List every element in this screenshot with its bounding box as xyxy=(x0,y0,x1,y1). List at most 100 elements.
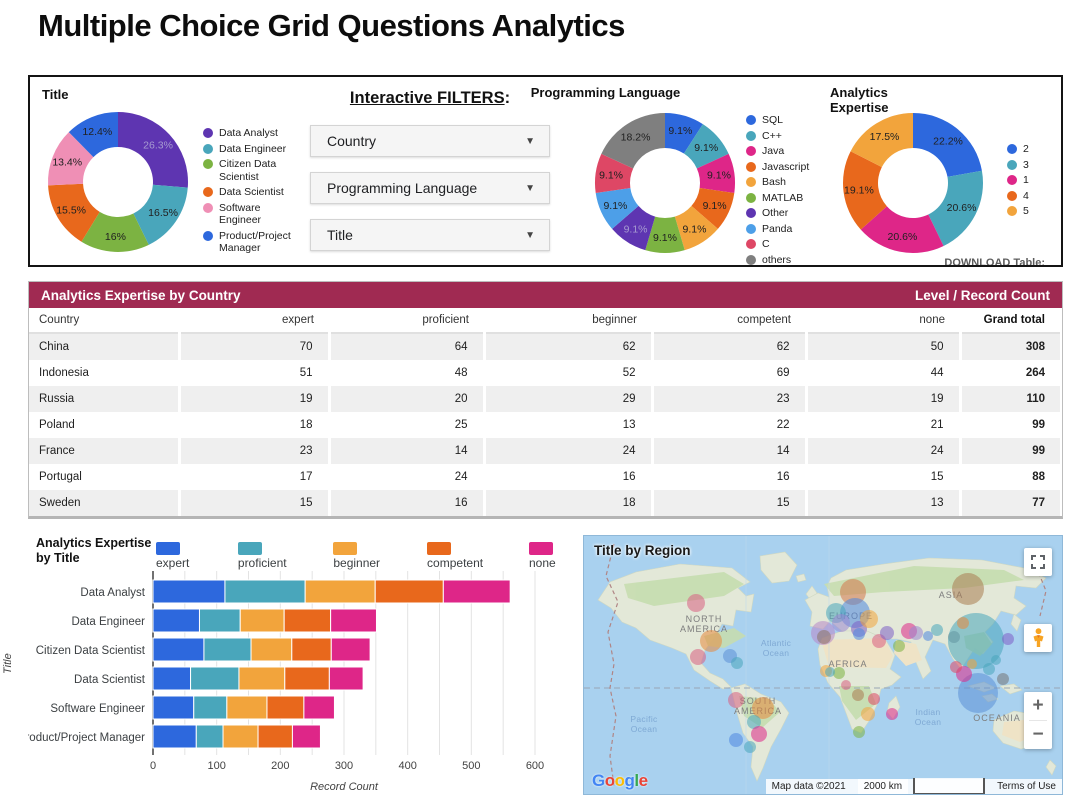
donut-slice-Javascript[interactable] xyxy=(691,187,735,229)
map-bubble[interactable] xyxy=(729,733,743,747)
map-bubble[interactable] xyxy=(832,614,850,632)
bar-segment-proficient[interactable] xyxy=(190,666,240,691)
donut-slice-Bash[interactable] xyxy=(674,205,718,251)
map-bubble[interactable] xyxy=(751,726,767,742)
map-bubble[interactable] xyxy=(825,667,835,677)
analytics-expertise-donut-chart[interactable]: 22.2% 20.6% 20.6% 19.1% 17.5% xyxy=(838,108,988,258)
bar-segment-competent[interactable] xyxy=(283,608,332,633)
donut-slice-1[interactable] xyxy=(860,206,944,253)
column-header-beginner[interactable]: beginner xyxy=(484,308,652,334)
country-filter-dropdown[interactable]: Country ▼ xyxy=(310,125,550,157)
map-bubble[interactable] xyxy=(957,617,969,629)
donut-slice-5[interactable] xyxy=(850,113,913,168)
bar-segment-competent[interactable] xyxy=(291,637,332,662)
donut-slice-Java[interactable] xyxy=(696,153,735,193)
bar-segment-proficient[interactable] xyxy=(203,637,252,662)
zoom-in-button[interactable]: + xyxy=(1032,695,1044,716)
zoom-out-button[interactable]: − xyxy=(1032,724,1044,745)
map-bubble[interactable] xyxy=(852,689,864,701)
map-bubble[interactable] xyxy=(997,673,1009,685)
title-donut-chart[interactable]: 26.3% 16.5% 16% 15.5% 13.4% 12.4% xyxy=(43,107,193,257)
map-bubble[interactable] xyxy=(833,667,845,679)
bar-segment-proficient[interactable] xyxy=(193,695,228,720)
donut-slice-MATLAB[interactable] xyxy=(645,216,685,253)
bar-segment-beginner[interactable] xyxy=(222,724,259,749)
map-bubble[interactable] xyxy=(931,624,943,636)
fullscreen-button[interactable] xyxy=(1024,548,1052,576)
donut-slice-Product/Project Manager[interactable] xyxy=(68,112,118,158)
bar-segment-beginner[interactable] xyxy=(250,637,293,662)
map-bubble[interactable] xyxy=(841,680,851,690)
donut-slice-2[interactable] xyxy=(913,113,982,177)
column-header-Grand total[interactable]: Grand total xyxy=(960,308,1060,334)
column-header-expert[interactable]: expert xyxy=(179,308,329,334)
map-bubble[interactable] xyxy=(731,657,743,669)
bar-segment-expert[interactable] xyxy=(152,579,226,604)
bar-segment-none[interactable] xyxy=(330,637,371,662)
map-bubble[interactable] xyxy=(728,692,744,708)
map-bubble[interactable] xyxy=(952,573,984,605)
bar-segment-none[interactable] xyxy=(291,724,321,749)
donut-slice-others[interactable] xyxy=(601,113,665,169)
bar-segment-none[interactable] xyxy=(303,695,335,720)
map-bubble[interactable] xyxy=(868,693,880,705)
title-by-region-map[interactable]: NORTHAMERICASOUTHAMERICAEUROPEAFRICAASIA… xyxy=(584,536,1062,794)
map-bubble[interactable] xyxy=(991,655,1001,665)
bar-segment-none[interactable] xyxy=(330,608,377,633)
expertise-by-title-bar-chart[interactable]: Data Analyst Data Engineer Citizen Data Sc… xyxy=(28,569,580,803)
bar-segment-competent[interactable] xyxy=(374,579,444,604)
map-bubble[interactable] xyxy=(687,594,705,612)
donut-slice-C++[interactable] xyxy=(683,124,729,169)
map-bubbles[interactable] xyxy=(687,573,1014,753)
map-bubble[interactable] xyxy=(817,630,831,644)
map-bubble[interactable] xyxy=(744,741,756,753)
bar-segment-beginner[interactable] xyxy=(238,666,286,691)
map-bubble[interactable] xyxy=(861,707,875,721)
title-filter-dropdown[interactable]: Title ▼ xyxy=(310,219,550,251)
map-bubble[interactable] xyxy=(893,640,905,652)
terms-of-use-link[interactable]: Terms of Use xyxy=(991,779,1062,794)
map-bubble[interactable] xyxy=(700,630,722,652)
bar-segment-proficient[interactable] xyxy=(198,608,241,633)
map-bubble[interactable] xyxy=(853,726,865,738)
donut-slice-SQL[interactable] xyxy=(665,113,703,154)
donut-slice-4[interactable] xyxy=(843,151,887,230)
map-bubble[interactable] xyxy=(840,579,866,605)
bar-segment-none[interactable] xyxy=(328,666,364,691)
bar-segment-competent[interactable] xyxy=(284,666,330,691)
bar-segment-none[interactable] xyxy=(442,579,511,604)
donut-slice-Citizen Data Scientist[interactable] xyxy=(81,211,149,252)
column-header-competent[interactable]: competent xyxy=(652,308,806,334)
map-bubble[interactable] xyxy=(752,697,774,719)
donut-slice-Data Analyst[interactable] xyxy=(118,112,189,188)
bar-segment-beginner[interactable] xyxy=(239,608,285,633)
map-bubble[interactable] xyxy=(923,631,933,641)
map-bubble[interactable] xyxy=(860,610,878,628)
bar-segment-expert[interactable] xyxy=(152,666,192,691)
bar-segment-expert[interactable] xyxy=(152,637,205,662)
bar-segment-proficient[interactable] xyxy=(195,724,224,749)
bar-segment-expert[interactable] xyxy=(152,608,200,633)
map-bubble[interactable] xyxy=(747,715,761,729)
donut-slice-Panda[interactable] xyxy=(595,187,639,229)
google-logo[interactable]: Google xyxy=(592,771,648,791)
bar-segment-competent[interactable] xyxy=(266,695,305,720)
map-bubble[interactable] xyxy=(967,659,977,669)
column-header-proficient[interactable]: proficient xyxy=(329,308,484,334)
donut-slice-Data Scientist[interactable] xyxy=(48,183,100,242)
bar-segment-competent[interactable] xyxy=(257,724,293,749)
donut-slice-3[interactable] xyxy=(928,170,983,246)
bar-segment-beginner[interactable] xyxy=(226,695,268,720)
bar-segment-proficient[interactable] xyxy=(224,579,306,604)
programming-language-filter-dropdown[interactable]: Programming Language ▼ xyxy=(310,172,550,204)
donut-slice-Software Engineer[interactable] xyxy=(48,132,94,186)
map-bubble[interactable] xyxy=(958,673,998,713)
map-bubble[interactable] xyxy=(909,626,923,640)
bar-segment-expert[interactable] xyxy=(152,695,195,720)
bar-segment-beginner[interactable] xyxy=(304,579,376,604)
column-header-Country[interactable]: Country xyxy=(29,308,179,334)
map-bubble[interactable] xyxy=(853,628,865,640)
map-bubble[interactable] xyxy=(690,649,706,665)
download-table-link[interactable]: DOWNLOAD Table: xyxy=(944,257,1045,267)
donut-slice-Other[interactable] xyxy=(612,205,656,251)
